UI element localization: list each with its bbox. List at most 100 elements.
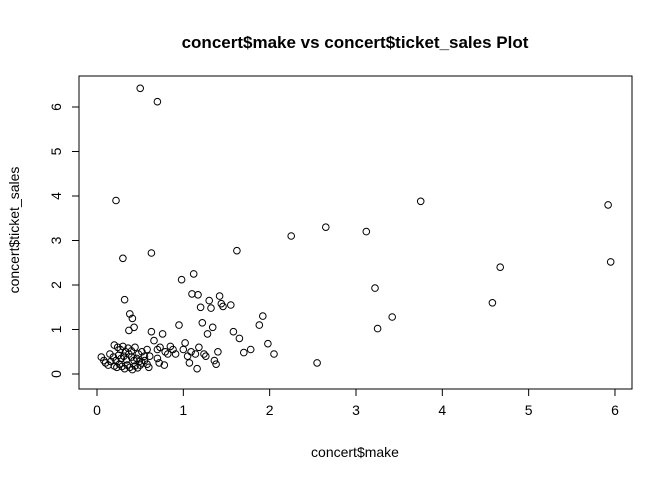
data-point [227, 301, 235, 309]
data-point [208, 323, 217, 332]
data-point [259, 312, 267, 320]
data-point [112, 196, 120, 205]
data-point [171, 350, 180, 358]
data-point [158, 330, 167, 338]
data-point [177, 275, 186, 284]
data-point [118, 362, 126, 371]
data-point [138, 359, 146, 367]
y-tick-label: 0 [48, 370, 64, 378]
data-point [313, 359, 321, 367]
data-point [191, 350, 200, 358]
data-point [101, 359, 110, 367]
y-axis-label: concert$ticket_sales [6, 167, 22, 294]
data-point [205, 296, 213, 305]
data-point [202, 352, 210, 361]
y-axis: 0 1 2 3 4 5 6 [48, 103, 80, 378]
y-tick-label: 4 [48, 192, 64, 200]
data-point [198, 319, 207, 327]
data-point [371, 284, 379, 292]
data-point [212, 360, 220, 369]
data-point [150, 336, 158, 345]
data-point [123, 361, 131, 369]
data-point [185, 359, 194, 367]
data-point [193, 364, 201, 373]
data-point [255, 321, 264, 329]
data-point [606, 258, 615, 266]
data-point [156, 343, 164, 352]
chart-title: concert$make vs concert$ticket_sales Plo… [182, 33, 529, 52]
data-point [373, 324, 382, 333]
data-point [196, 303, 205, 312]
data-point [155, 359, 163, 367]
x-axis-label: concert$make [311, 444, 399, 460]
data-point [188, 290, 196, 298]
data-point [416, 197, 425, 206]
data-point [194, 291, 202, 299]
data-point [388, 313, 397, 321]
data-point [128, 314, 137, 323]
data-point [240, 348, 248, 357]
data-point [126, 363, 134, 372]
data-points [97, 84, 615, 374]
data-point [362, 227, 371, 236]
data-point [179, 345, 188, 354]
data-point [229, 327, 238, 336]
data-point [322, 223, 330, 231]
data-point [120, 295, 129, 304]
x-tick-label: 2 [266, 402, 274, 418]
data-point [131, 343, 139, 352]
data-point [169, 345, 177, 354]
data-point [145, 352, 154, 361]
y-tick-label: 3 [48, 236, 64, 244]
data-point [147, 249, 156, 257]
data-point [270, 350, 278, 358]
data-point [496, 263, 505, 272]
data-point [140, 352, 149, 361]
x-tick-label: 0 [93, 402, 101, 418]
data-point [153, 345, 162, 354]
data-point [153, 97, 162, 106]
data-point [187, 348, 195, 356]
y-tick-label: 5 [48, 147, 64, 155]
data-point [200, 350, 208, 358]
data-point [136, 361, 144, 369]
data-point [264, 339, 272, 348]
data-point [181, 339, 189, 347]
data-point [136, 84, 144, 93]
data-point [189, 270, 198, 278]
x-tick-label: 3 [352, 402, 360, 418]
data-point [113, 343, 122, 352]
x-tick-label: 1 [179, 402, 187, 418]
data-point [119, 254, 127, 263]
data-point [183, 352, 192, 361]
data-point [138, 348, 146, 356]
x-tick-label: 5 [525, 402, 533, 418]
data-point [160, 361, 169, 369]
data-point [161, 348, 169, 356]
data-point [210, 356, 219, 365]
y-tick-label: 6 [48, 103, 64, 111]
data-point [246, 345, 255, 354]
data-point [133, 364, 142, 372]
data-point [195, 343, 203, 352]
plot-frame [78, 75, 633, 390]
data-point [215, 292, 224, 300]
data-point [115, 360, 124, 369]
x-tick-label: 4 [438, 402, 446, 418]
data-point [287, 232, 296, 240]
data-point [130, 356, 138, 365]
data-point [488, 299, 497, 307]
data-point [147, 327, 156, 336]
data-point [233, 246, 241, 255]
x-tick-label: 6 [611, 402, 619, 418]
y-tick-label: 2 [48, 281, 64, 289]
y-tick-label: 1 [48, 325, 64, 333]
data-point [203, 330, 212, 338]
data-point [214, 348, 222, 356]
data-point [604, 201, 612, 209]
data-point [164, 350, 172, 358]
data-point [145, 363, 153, 372]
data-point [207, 304, 215, 312]
data-point [126, 310, 134, 318]
